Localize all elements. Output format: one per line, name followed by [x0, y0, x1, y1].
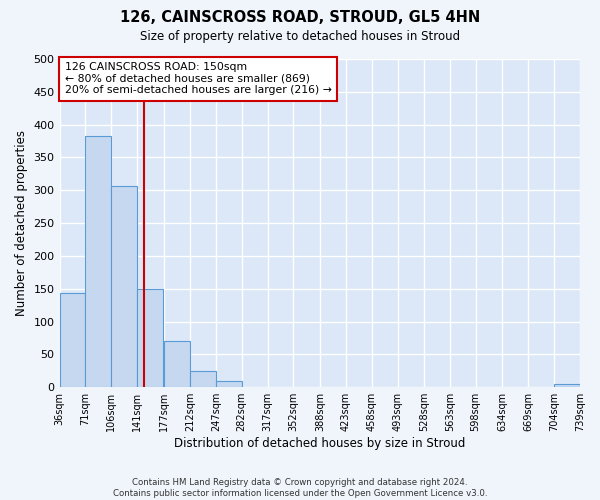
- Bar: [85, 136, 112, 387]
- Bar: [164, 342, 190, 387]
- Bar: [137, 288, 163, 387]
- Text: 126 CAINSCROSS ROAD: 150sqm
← 80% of detached houses are smaller (869)
20% of se: 126 CAINSCROSS ROAD: 150sqm ← 80% of det…: [65, 62, 332, 96]
- Text: 126, CAINSCROSS ROAD, STROUD, GL5 4HN: 126, CAINSCROSS ROAD, STROUD, GL5 4HN: [120, 10, 480, 25]
- Y-axis label: Number of detached properties: Number of detached properties: [15, 130, 28, 316]
- Bar: [190, 371, 216, 387]
- Text: Size of property relative to detached houses in Stroud: Size of property relative to detached ho…: [140, 30, 460, 43]
- Text: Contains HM Land Registry data © Crown copyright and database right 2024.
Contai: Contains HM Land Registry data © Crown c…: [113, 478, 487, 498]
- Bar: [112, 186, 137, 387]
- Bar: [216, 380, 242, 387]
- Bar: [554, 384, 580, 387]
- X-axis label: Distribution of detached houses by size in Stroud: Distribution of detached houses by size …: [174, 437, 466, 450]
- Bar: [59, 294, 85, 387]
